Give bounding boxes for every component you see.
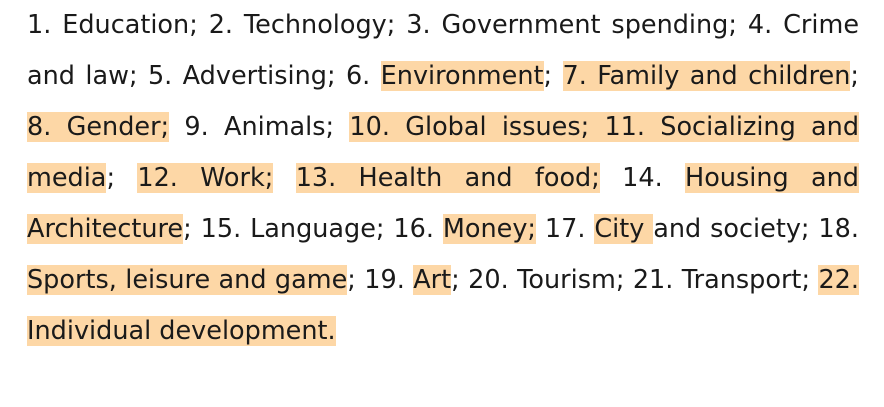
topic: 14. <box>622 163 686 193</box>
highlighted-topic: 7. Family and children <box>562 61 851 91</box>
separator: ; <box>800 214 819 244</box>
separator: ; <box>325 112 350 142</box>
highlighted-topic: 12. Work; <box>137 163 274 193</box>
highlighted-topic: City <box>594 214 654 244</box>
separator <box>273 163 295 193</box>
highlighted-topic: Environment <box>380 61 544 91</box>
highlighted-topic: 13. Health and food; <box>295 163 600 193</box>
separator: ; <box>451 265 469 295</box>
separator <box>536 214 545 244</box>
separator: ; <box>183 214 201 244</box>
separator <box>169 112 184 142</box>
topic-list-paragraph: 1. Education; 2. Technology; 3. Governme… <box>27 0 860 357</box>
topic: 17. <box>544 214 595 244</box>
topic: 15. Language <box>200 214 376 244</box>
separator: ; <box>375 214 394 244</box>
topic: 19. <box>364 265 414 295</box>
topic: 3. Government spending <box>406 10 729 40</box>
topic: 4. Crime and law <box>27 10 860 91</box>
separator: ; <box>850 61 859 91</box>
topic: 2. Technology <box>208 10 387 40</box>
separator <box>600 163 622 193</box>
topic: and society <box>653 214 801 244</box>
separator: ; <box>386 10 407 40</box>
separator: ; <box>615 265 633 295</box>
highlighted-topic: 8. Gender; <box>27 112 170 142</box>
topic: 20. Tourism <box>468 265 616 295</box>
separator: ; <box>728 10 748 40</box>
separator: ; <box>326 61 346 91</box>
separator: ; <box>128 61 148 91</box>
highlighted-topic: Money; <box>442 214 537 244</box>
separator: ; <box>106 163 138 193</box>
separator: ; <box>801 265 819 295</box>
topic: 5. Advertising <box>147 61 327 91</box>
separator: ; <box>543 61 563 91</box>
separator: ; <box>189 10 209 40</box>
topic: 21. Transport <box>632 265 802 295</box>
topic: 6. <box>345 61 381 91</box>
separator: ; <box>347 265 365 295</box>
topic: 9. Animals <box>184 112 326 142</box>
topic: 1. Education <box>27 10 190 40</box>
highlighted-topic: Art <box>413 265 452 295</box>
topic: 16. <box>393 214 443 244</box>
highlighted-topic: Sports, leisure and game <box>27 265 348 295</box>
topic: 18. <box>818 214 859 244</box>
